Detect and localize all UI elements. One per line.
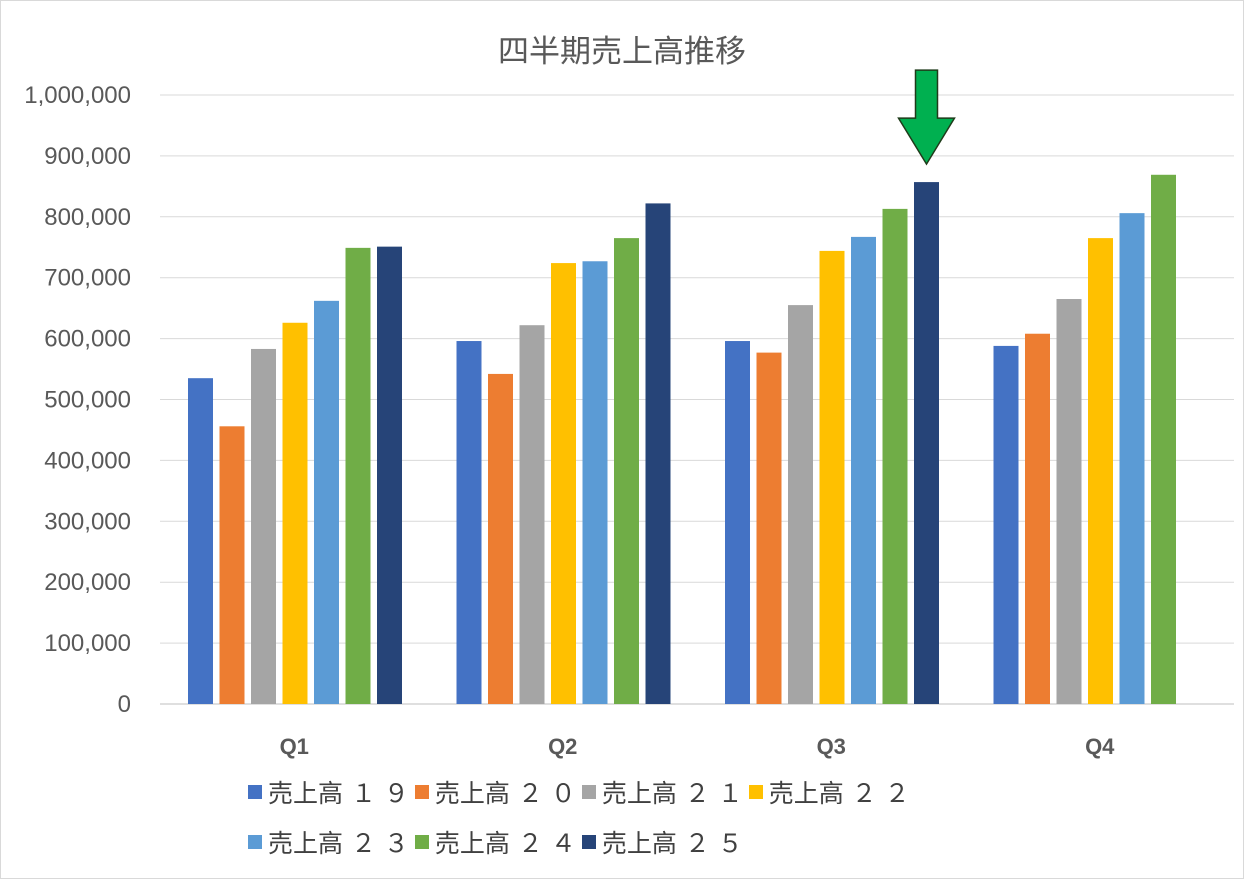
y-tick-label: 100,000 — [44, 630, 131, 657]
legend-label: 売上高 ２ ５ — [601, 829, 743, 858]
bar — [188, 378, 213, 704]
y-tick-label: 500,000 — [44, 387, 131, 414]
bar — [456, 341, 482, 704]
bar — [1119, 213, 1145, 704]
arrow-icon — [897, 69, 956, 166]
y-tick-label: 200,000 — [44, 569, 131, 596]
y-tick-label: 700,000 — [44, 265, 131, 292]
legend-item: 売上高 ２ ２ — [748, 774, 910, 810]
legend-swatch — [581, 785, 596, 799]
legend-label: 売上高 ２ １ — [601, 779, 743, 808]
bar — [725, 341, 750, 704]
y-tick-label: 600,000 — [44, 326, 131, 353]
bar — [488, 373, 513, 704]
bar — [851, 236, 876, 704]
legend-item: 売上高 ２ ５ — [581, 824, 743, 860]
bar — [614, 238, 639, 705]
bar — [582, 261, 608, 704]
bar — [519, 325, 545, 704]
x-axis-categories: Q1 Q2 Q3 Q4 — [280, 734, 1116, 759]
legend-label: 売上高 ２ ２ — [768, 779, 910, 808]
bar — [377, 246, 402, 705]
bar — [282, 322, 308, 704]
legend-swatch — [248, 835, 262, 849]
legend-item: 売上高 ２ ４ — [414, 824, 576, 860]
x-category-label: Q1 — [280, 734, 309, 759]
legend-label: 売上高 ２ ４ — [434, 829, 576, 858]
bar — [993, 345, 1019, 704]
legend-item: 売上高 ２ １ — [581, 774, 743, 810]
y-tick-label: 0 — [118, 691, 131, 718]
y-tick-label: 400,000 — [44, 447, 131, 474]
legend-swatch — [248, 785, 262, 799]
y-tick-label: 300,000 — [44, 508, 131, 535]
bar — [882, 208, 908, 704]
bar — [819, 250, 845, 705]
legend-swatch — [414, 835, 429, 849]
legend-swatch — [748, 785, 763, 799]
x-category-label: Q2 — [548, 734, 577, 759]
legend-item: 売上高 １ ９ — [248, 774, 409, 810]
bar — [1025, 333, 1050, 704]
bar — [345, 247, 371, 704]
bar — [914, 182, 939, 704]
y-axis-ticks: 0 100,000 200,000 300,000 400,000 500,000 600,… — [24, 82, 131, 718]
bar — [551, 263, 576, 704]
bar — [756, 352, 782, 704]
y-tick-label: 800,000 — [44, 204, 131, 231]
x-category-label: Q3 — [817, 734, 846, 759]
legend-label: 売上高 ２ ０ — [434, 779, 576, 808]
legend-swatch — [581, 835, 596, 849]
bar — [251, 348, 276, 704]
bars — [188, 174, 1176, 705]
y-tick-label: 900,000 — [44, 143, 131, 170]
x-category-label: Q4 — [1085, 734, 1115, 759]
legend-label: 売上高 １ ９ — [268, 779, 409, 808]
bar — [1056, 299, 1082, 704]
bar — [1151, 174, 1176, 705]
bar — [314, 300, 339, 704]
bar — [219, 426, 245, 704]
legend-row-1: 売上高 １ ９ 売上高 ２ ０ 売上高 ２ １ 売上高 ２ ２ — [248, 774, 916, 810]
legend-row-2: 売上高 ２ ３ 売上高 ２ ４ 売上高 ２ ５ — [248, 824, 749, 860]
legend-item: 売上高 ２ ３ — [248, 824, 409, 860]
bar — [1088, 238, 1113, 705]
bar — [645, 203, 671, 705]
y-tick-label: 1,000,000 — [24, 82, 131, 109]
annotation — [897, 69, 956, 166]
bar — [788, 305, 813, 704]
legend-label: 売上高 ２ ３ — [268, 829, 409, 858]
chart-title: 四半期売上高推移 — [498, 34, 746, 70]
legend-item: 売上高 ２ ０ — [414, 774, 576, 810]
legend-swatch — [414, 785, 429, 799]
